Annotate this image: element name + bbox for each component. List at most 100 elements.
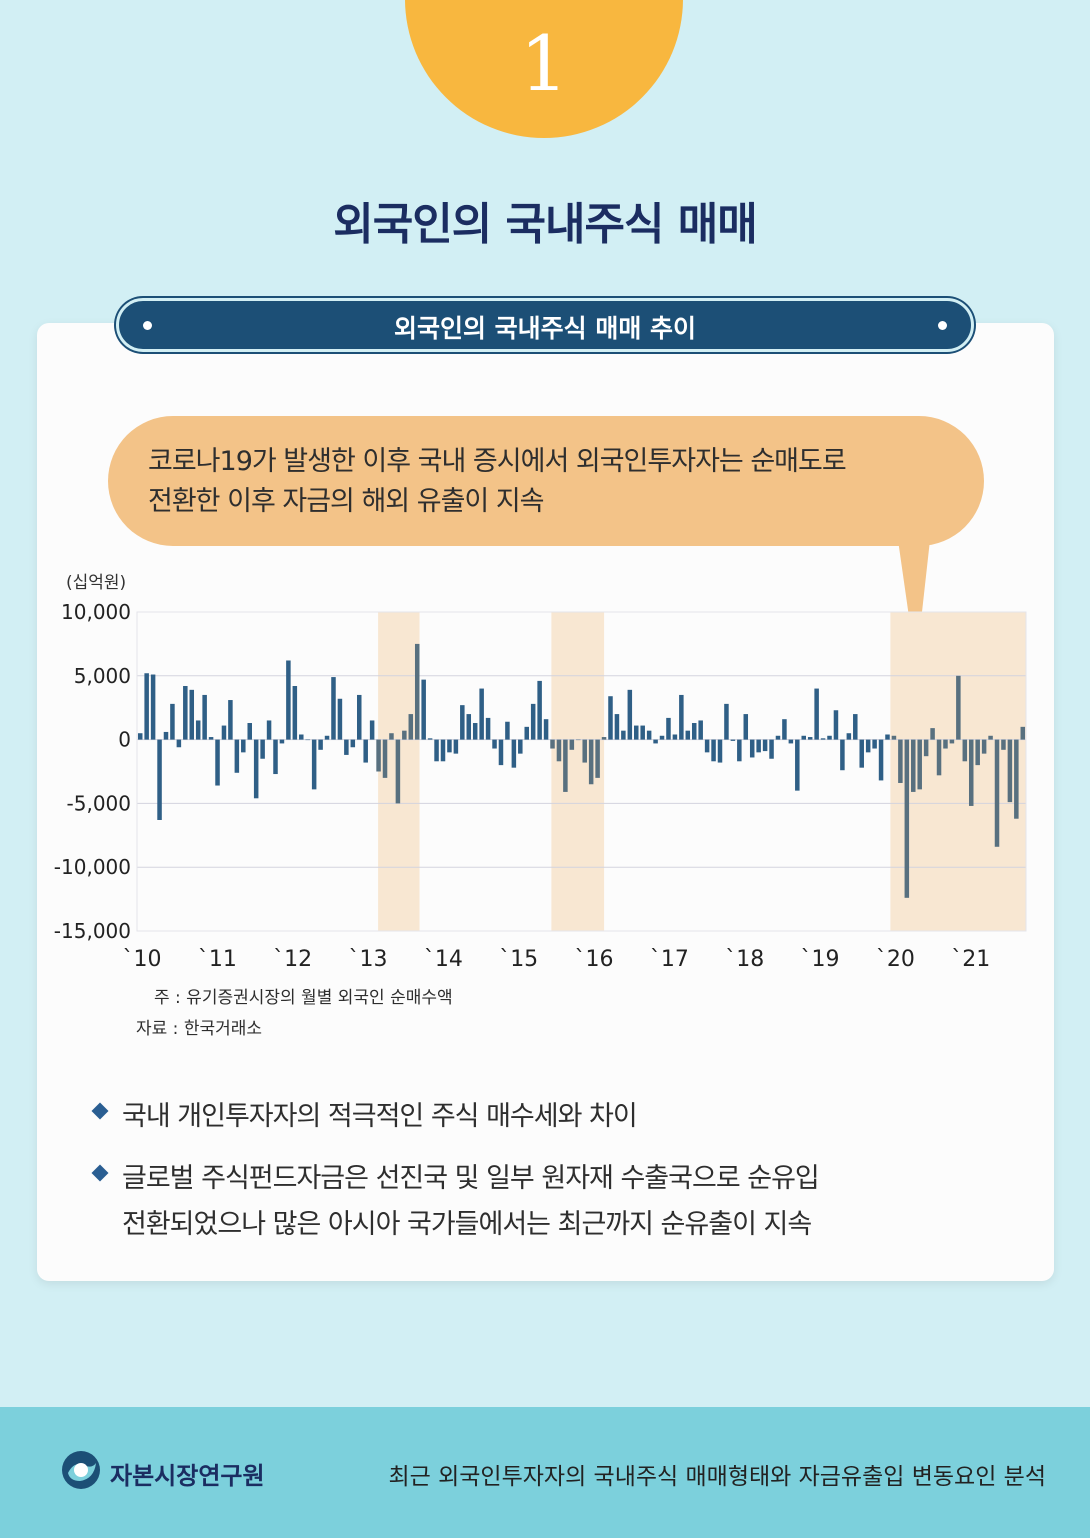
bar (408, 714, 414, 740)
bar (163, 731, 169, 740)
bar (691, 723, 697, 740)
bar (382, 739, 388, 778)
bar (646, 730, 652, 740)
bar (1014, 739, 1019, 819)
bar (208, 737, 214, 740)
bar (891, 735, 897, 740)
bar (621, 730, 626, 740)
bar (241, 739, 246, 753)
bar (749, 739, 755, 758)
bar (730, 739, 736, 741)
bar (659, 735, 665, 740)
bar (150, 674, 156, 740)
bar (1020, 726, 1026, 740)
institute-logo-icon (62, 1451, 100, 1489)
x-tick-label: `19 (801, 947, 840, 972)
bar (137, 733, 143, 740)
bullet-item: 국내 개인투자자의 적극적인 주식 매수세와 차이 (91, 1094, 992, 1140)
bar (911, 739, 916, 792)
bar (569, 739, 575, 750)
bar (820, 738, 826, 740)
bar (917, 739, 922, 790)
bar (550, 739, 555, 749)
bar (576, 739, 581, 741)
bar (183, 686, 188, 740)
bar (195, 720, 201, 740)
bullet-item: 글로벌 주식펀드자금은 선진국 및 일부 원자재 수출국으로 순유입 전환되었으… (91, 1156, 992, 1248)
bar (543, 719, 549, 740)
bar (814, 688, 819, 740)
chart-note: 주 : 유기증권시장의 월별 외국인 순매수액 (154, 988, 453, 1008)
bar (447, 739, 452, 753)
x-tick-label: `16 (575, 947, 614, 972)
bar (698, 720, 703, 740)
bar (981, 739, 987, 754)
bar (737, 739, 742, 762)
bar (279, 739, 285, 744)
bar (485, 717, 491, 740)
bar (711, 739, 716, 762)
panel-title: 외국인의 국내주식 매매 추이 (393, 314, 697, 343)
bar (782, 719, 787, 740)
banner-dot-left (143, 321, 152, 330)
x-tick-label: `21 (951, 947, 990, 972)
x-tick-label: `15 (499, 947, 538, 972)
y-tick-label: 0 (118, 728, 131, 752)
bar (331, 677, 336, 740)
bar (898, 739, 903, 783)
y-tick-label: -10,000 (54, 855, 131, 879)
y-tick-label: 5,000 (74, 664, 131, 688)
bar (975, 739, 980, 766)
bar (402, 730, 407, 740)
bar (923, 739, 929, 757)
bar (498, 739, 504, 766)
x-tick-label: `12 (273, 947, 312, 972)
bar (247, 723, 252, 740)
bar (962, 739, 968, 762)
bar (1007, 739, 1013, 803)
bar (769, 739, 774, 759)
bar (653, 739, 658, 744)
bar (634, 725, 639, 740)
x-tick-label: `20 (876, 947, 915, 972)
bar (949, 739, 955, 744)
panel-title-banner: 외국인의 국내주식 매매 추이 (116, 298, 974, 352)
bar (672, 734, 678, 740)
bar (369, 720, 375, 740)
bar (466, 714, 472, 740)
net-purchase-bar-chart: 10,000 5,000 0 -5,000 -10,000 -15,000 `10 `11 `… (54, 600, 1027, 972)
bar (176, 739, 182, 748)
bar (756, 739, 761, 753)
bar (518, 739, 523, 754)
bar (234, 739, 240, 773)
section-number: 1 (519, 19, 569, 108)
bar (563, 739, 568, 792)
bar (930, 728, 935, 740)
bar (595, 739, 600, 778)
bar (846, 733, 852, 740)
bar (421, 679, 426, 740)
bar (253, 739, 259, 799)
bar (601, 737, 607, 740)
x-tick-label: `10 (123, 947, 162, 972)
bar (614, 714, 620, 740)
bar (859, 739, 864, 768)
bar (885, 734, 890, 740)
bar (363, 739, 368, 763)
page-title: 외국인의 국내주식 매매 (333, 199, 757, 250)
bar (807, 737, 813, 740)
bar (1001, 739, 1006, 750)
bar (453, 739, 459, 754)
bar (704, 739, 710, 753)
report-title: 최근 외국인투자자의 국내주식 매매형태와 자금유출입 변동요인 분석 (388, 1464, 1046, 1490)
bar (395, 739, 401, 804)
bar (524, 726, 529, 740)
bar (717, 739, 723, 763)
bar (273, 739, 278, 775)
bar (440, 739, 446, 762)
bar (221, 725, 227, 740)
bullet-text: 국내 개인투자자의 적극적인 주식 매수세와 차이 (122, 1101, 638, 1132)
bar (872, 739, 877, 749)
bar (840, 739, 845, 771)
bar (904, 739, 910, 898)
